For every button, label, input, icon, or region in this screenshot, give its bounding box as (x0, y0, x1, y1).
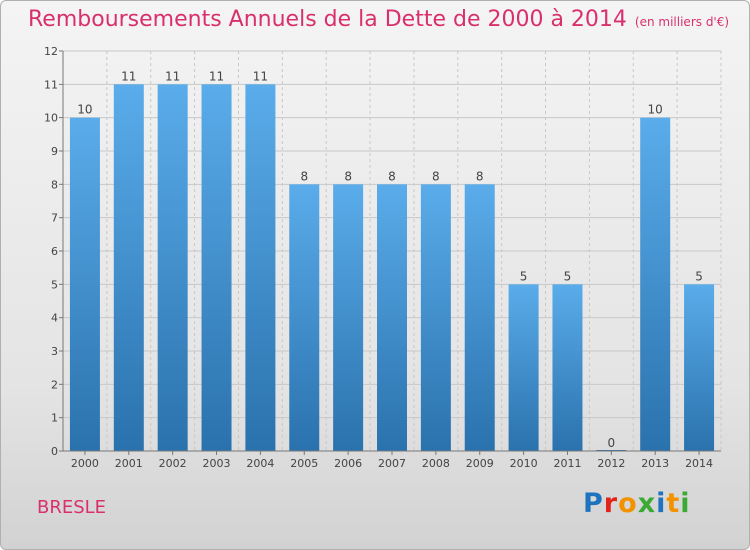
x-tick-label: 2012 (597, 457, 625, 470)
y-tick-label: 4 (51, 312, 58, 325)
bar-value-label: 10 (77, 103, 92, 117)
logo-letter: x (637, 488, 657, 519)
bar (420, 184, 451, 452)
y-tick-label: 7 (51, 212, 58, 225)
x-tick-label: 2004 (246, 457, 274, 470)
bar-value-label: 8 (300, 169, 308, 183)
bar (201, 84, 232, 451)
bars (69, 84, 715, 452)
x-tick-label: 2000 (71, 457, 99, 470)
y-tick-label: 11 (44, 78, 58, 91)
x-tick-label: 2009 (466, 457, 494, 470)
bar (69, 117, 100, 452)
y-tick-label: 9 (51, 145, 58, 158)
x-tick-label: 2011 (553, 457, 581, 470)
bar-value-label: 0 (608, 436, 616, 450)
logo-letter: i (680, 488, 691, 519)
axes (59, 50, 721, 455)
bar (684, 284, 715, 451)
x-tick-label: 2010 (510, 457, 538, 470)
x-tick-label: 2003 (203, 457, 231, 470)
x-tick-label: 2002 (159, 457, 187, 470)
y-tick-label: 3 (51, 345, 58, 358)
bar (245, 84, 276, 451)
y-tick-label: 5 (51, 278, 58, 291)
bar (113, 84, 144, 451)
x-tick-label: 2007 (378, 457, 406, 470)
bar (157, 84, 188, 451)
bar-value-label: 5 (564, 269, 572, 283)
x-tick-label: 2013 (641, 457, 669, 470)
labels: 0123456789101112102000112001112002112003… (44, 45, 713, 470)
y-tick-label: 10 (44, 112, 58, 125)
bar-value-label: 5 (695, 269, 703, 283)
bar-value-label: 8 (432, 169, 440, 183)
bar (289, 184, 320, 452)
bar-value-label: 10 (648, 103, 663, 117)
logo-letter: i (656, 488, 667, 519)
y-tick-label: 0 (51, 445, 58, 458)
bar (508, 284, 539, 451)
chart-title: Remboursements Annuels de la Dette de 20… (28, 7, 729, 32)
bar (333, 184, 364, 452)
x-tick-label: 2014 (685, 457, 713, 470)
x-tick-label: 2001 (115, 457, 143, 470)
chart-title-text: Remboursements Annuels de la Dette de 20… (28, 7, 627, 32)
logo-letter: P (583, 488, 604, 519)
bar-value-label: 11 (253, 69, 268, 83)
x-tick-label: 2005 (290, 457, 318, 470)
chart-unit: (en milliers d'€) (634, 15, 730, 29)
bar-value-label: 8 (388, 169, 396, 183)
bar-value-label: 11 (121, 69, 136, 83)
proxiti-logo: Proxiti (583, 488, 691, 519)
commune-name: BRESLE (37, 497, 107, 518)
logo-letter: t (666, 488, 681, 519)
bar (552, 284, 583, 451)
bar-value-label: 11 (209, 69, 224, 83)
logo-letter: o (618, 488, 638, 519)
bar (377, 184, 407, 452)
bar-value-label: 8 (344, 169, 352, 183)
bar (640, 117, 671, 452)
x-tick-label: 2006 (334, 457, 362, 470)
bar (464, 184, 495, 452)
y-tick-label: 1 (51, 412, 58, 425)
x-tick-label: 2008 (422, 457, 450, 470)
y-tick-label: 12 (44, 45, 58, 58)
y-tick-label: 6 (51, 245, 58, 258)
y-tick-label: 8 (51, 178, 58, 191)
bar-value-label: 5 (520, 269, 528, 283)
bar-value-label: 8 (476, 169, 484, 183)
y-tick-label: 2 (51, 378, 58, 391)
logo-letter: r (603, 488, 619, 519)
bar-value-label: 11 (165, 69, 180, 83)
